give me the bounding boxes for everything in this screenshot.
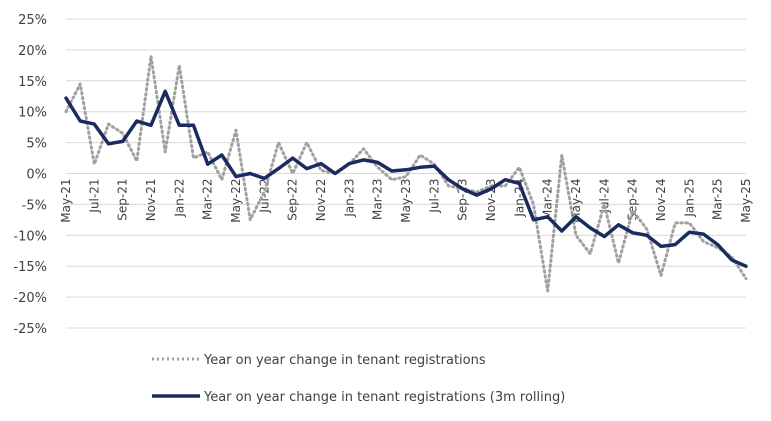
x-tick-label: Nov-22 bbox=[314, 179, 328, 222]
y-tick-label: -5% bbox=[22, 198, 47, 213]
x-tick-label: Mar-24 bbox=[541, 179, 555, 220]
x-tick-label: May-23 bbox=[399, 179, 413, 223]
x-tick-label: Jan-23 bbox=[342, 179, 356, 218]
y-axis-tick-labels: 25% 20% 15% 10% 5% 0% -5% -10% -15% -20% -25% bbox=[13, 13, 47, 337]
legend: Year on year change in tenant registrati… bbox=[152, 353, 565, 405]
x-tick-label: Jul-21 bbox=[87, 179, 101, 214]
y-tick-label: 10% bbox=[18, 106, 47, 121]
x-tick-label: May-21 bbox=[59, 179, 73, 223]
x-tick-label: May-22 bbox=[229, 179, 243, 223]
y-tick-label: -15% bbox=[13, 260, 47, 275]
y-tick-label: 5% bbox=[26, 137, 47, 152]
x-tick-label: Mar-23 bbox=[371, 179, 385, 220]
y-tick-label: -10% bbox=[13, 229, 47, 244]
series-line-yoy bbox=[64, 54, 748, 293]
x-tick-label: Mar-22 bbox=[201, 179, 215, 220]
y-tick-label: 15% bbox=[18, 75, 47, 90]
legend-label-series-1: Year on year change in tenant registrati… bbox=[203, 353, 486, 368]
y-tick-label: 0% bbox=[26, 168, 47, 183]
x-tick-label: Jul-24 bbox=[597, 179, 611, 214]
y-tick-label: -25% bbox=[13, 322, 47, 337]
x-tick-label: Sep-21 bbox=[116, 179, 130, 221]
y-tick-label: 20% bbox=[18, 44, 47, 59]
x-tick-label: Sep-24 bbox=[626, 179, 640, 221]
x-tick-label: May-25 bbox=[739, 179, 753, 223]
x-tick-label: Jan-22 bbox=[172, 179, 186, 218]
x-tick-label: Jul-22 bbox=[257, 179, 271, 214]
x-tick-label: Sep-22 bbox=[286, 179, 300, 221]
series-line-3m-rolling bbox=[64, 89, 748, 268]
x-tick-label: Jul-23 bbox=[427, 179, 441, 214]
series-lines bbox=[64, 54, 748, 293]
x-tick-label: Mar-25 bbox=[711, 179, 725, 220]
x-tick-label: Jan-25 bbox=[682, 179, 696, 218]
y-tick-label: -20% bbox=[13, 291, 47, 306]
y-tick-label: 25% bbox=[18, 13, 47, 28]
x-axis-tick-labels: May-21 Jul-21 Sep-21 Nov-21 Jan-22 Mar-22 May-… bbox=[59, 179, 753, 223]
legend-label-series-2: Year on year change in tenant registrati… bbox=[203, 390, 565, 405]
x-tick-label: Nov-24 bbox=[654, 179, 668, 222]
gridlines bbox=[66, 18, 746, 329]
x-tick-label: Nov-21 bbox=[144, 179, 158, 222]
